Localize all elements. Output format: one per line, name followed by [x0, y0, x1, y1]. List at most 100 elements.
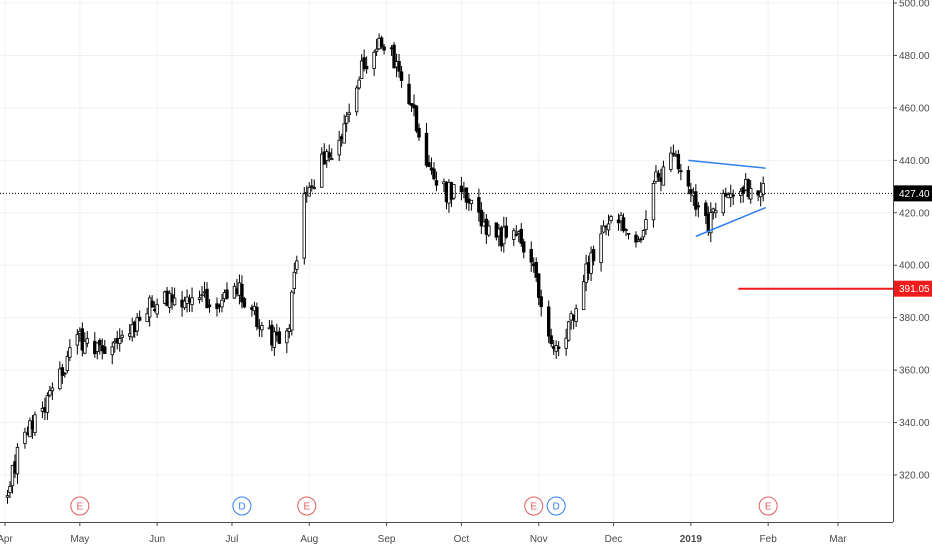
candle-body: [549, 335, 553, 345]
candle-body: [656, 173, 661, 178]
candle-body: [694, 191, 698, 210]
candle-body: [85, 338, 90, 344]
candle-body: [225, 289, 229, 299]
candle-body: [307, 186, 311, 197]
candle-body: [574, 308, 578, 322]
candle-body: [546, 306, 551, 337]
candle-body: [68, 347, 72, 358]
candle-body: [556, 346, 561, 349]
candle-body: [58, 368, 62, 390]
candle-body: [155, 304, 159, 315]
candle-body: [344, 115, 349, 124]
candle-body: [310, 185, 314, 188]
candle-body: [45, 395, 50, 413]
candle-body: [103, 346, 107, 354]
earnings-event-marker: [758, 496, 778, 516]
candle-body: [519, 228, 523, 244]
candle-body: [347, 112, 351, 115]
candle-body: [33, 414, 37, 434]
candle-body: [83, 341, 87, 354]
candle-body: [459, 185, 464, 193]
candle-body: [50, 387, 55, 392]
candlestick-series: [5, 33, 765, 504]
candle-body: [23, 431, 27, 444]
x-tick-label: Mar: [829, 534, 847, 545]
candle-body: [479, 209, 484, 227]
chart-overlays: [0, 159, 893, 290]
candle-body: [63, 372, 67, 375]
candle-body: [522, 241, 526, 253]
candle-body: [409, 103, 414, 106]
x-tick-label: Jun: [149, 534, 165, 545]
candle-body: [48, 390, 52, 396]
candle-body: [427, 162, 431, 167]
candle-body: [424, 132, 429, 166]
candle-body: [624, 229, 628, 231]
candle-body: [95, 342, 99, 352]
candle-body: [661, 166, 666, 186]
x-tick-label: Oct: [454, 534, 470, 545]
dividend-event-label: D: [238, 502, 245, 513]
candle-body: [220, 299, 224, 308]
candle-body: [641, 230, 646, 238]
candle-body: [626, 233, 631, 235]
candle-body: [207, 304, 212, 308]
candle-body: [190, 297, 194, 305]
candle-body: [182, 300, 187, 309]
x-tick-label: Sep: [378, 534, 396, 545]
candle-body: [566, 321, 571, 341]
dividend-event-label: D: [553, 502, 560, 513]
level-price-tag-text: 391.05: [899, 284, 930, 295]
candle-body: [487, 225, 491, 236]
y-tick-label: 360.00: [899, 366, 930, 377]
y-tick-label: 340.00: [899, 418, 930, 429]
x-tick-label: Dec: [605, 534, 623, 545]
candle-body: [372, 51, 376, 69]
candle-body: [634, 234, 638, 243]
x-tick-label: Apr: [0, 534, 13, 545]
candle-body: [292, 271, 297, 289]
candle-body: [639, 238, 643, 241]
candle-body: [172, 297, 177, 306]
y-tick-label: 440.00: [899, 156, 930, 167]
candle-body: [469, 199, 474, 205]
candle-body: [374, 48, 379, 52]
candle-body: [98, 339, 102, 346]
candle-body: [382, 46, 386, 51]
candle-body: [135, 317, 139, 332]
candle-body: [120, 334, 124, 338]
current-price-tag-bg: [894, 185, 932, 202]
candle-body: [669, 152, 673, 170]
candle-body: [534, 262, 538, 278]
candle-body: [514, 233, 518, 236]
candle-body: [357, 79, 361, 89]
candle-body: [671, 152, 676, 155]
y-tick-label: 420.00: [899, 208, 930, 219]
x-tick-label: Nov: [530, 534, 548, 545]
candle-body: [616, 219, 621, 224]
earnings-event-marker: [524, 496, 544, 516]
candle-body: [320, 153, 324, 188]
candle-body: [601, 225, 606, 233]
candle-body: [397, 60, 401, 72]
candle-body: [205, 288, 209, 309]
candle-body: [330, 158, 334, 161]
candle-body: [8, 486, 12, 493]
candle-body: [240, 283, 244, 303]
earnings-event-label: E: [765, 502, 772, 513]
candle-body: [581, 281, 586, 311]
candle-body: [364, 65, 369, 70]
candle-body: [354, 87, 359, 113]
candle-body: [65, 356, 70, 371]
candle-body: [477, 197, 481, 213]
candle-body: [417, 127, 421, 138]
candle-body: [696, 205, 701, 208]
candle-body: [537, 273, 541, 298]
candle-body: [362, 57, 366, 70]
candle-body: [714, 210, 718, 214]
y-tick-label: 480.00: [899, 51, 930, 62]
candle-body: [709, 212, 713, 234]
chart-grid: [0, 0, 893, 522]
candle-body: [295, 260, 299, 270]
